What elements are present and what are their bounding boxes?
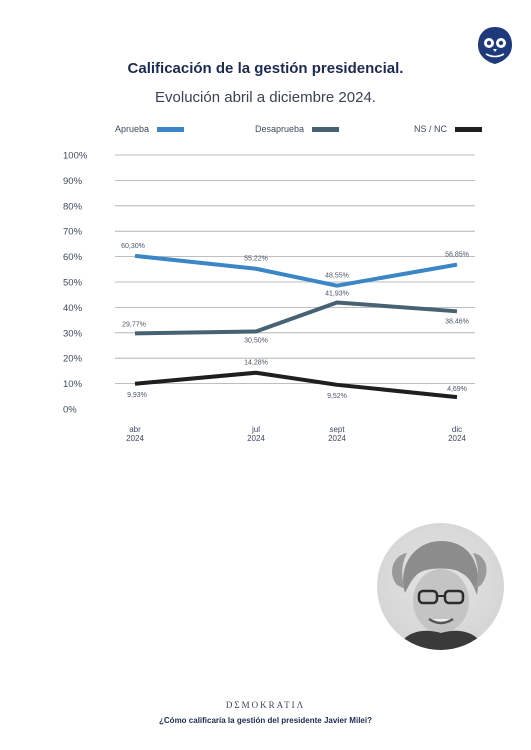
chart-title: Calificación de la gestión presidencial. <box>127 60 404 77</box>
legend-nsnc: NS / NC <box>414 124 483 134</box>
x-tick-label: dic <box>452 425 462 434</box>
y-tick-label: 90% <box>63 176 83 187</box>
survey-question: ¿Cómo calificaría la gestión del preside… <box>159 716 372 725</box>
y-tick-label: 0% <box>63 405 77 416</box>
owl-logo-icon <box>478 27 512 64</box>
data-label: 9,93% <box>127 392 147 399</box>
data-label: 4,69% <box>447 386 467 393</box>
data-label: 56,85% <box>445 252 469 259</box>
legend-desaprueba: Desaprueba <box>255 124 340 134</box>
y-tick-label: 60% <box>63 252 83 263</box>
y-tick-label: 80% <box>63 201 83 212</box>
y-tick-label: 100% <box>63 151 88 162</box>
y-tick-label: 20% <box>63 354 83 365</box>
data-label: 48,55% <box>325 273 349 280</box>
president-portrait <box>377 523 504 650</box>
series-line-nsnc <box>134 370 458 400</box>
data-label: 29,77% <box>122 321 146 328</box>
data-label: 14,28% <box>244 360 268 367</box>
y-tick-label: 50% <box>63 278 83 289</box>
data-label: 9,52% <box>327 393 347 400</box>
y-tick-label: 40% <box>63 303 83 314</box>
x-tick-label: 2024 <box>328 434 346 443</box>
y-tick-label: 70% <box>63 227 83 238</box>
data-label: 55,22% <box>244 256 268 263</box>
legend-desaprueba-label: Desaprueba <box>255 124 305 134</box>
data-label: 41,93% <box>325 290 349 297</box>
chart-subtitle: Evolución abril a diciembre 2024. <box>155 89 376 106</box>
data-label: 60,30% <box>121 243 145 250</box>
legend-aprueba: Aprueba <box>115 124 185 134</box>
x-tick-label: sept <box>329 425 345 434</box>
legend-desaprueba-swatch <box>312 126 340 132</box>
x-tick-label: 2024 <box>448 434 466 443</box>
series-line-desaprueba <box>134 300 458 336</box>
data-label: 30,50% <box>244 338 268 345</box>
y-tick-label: 30% <box>63 328 83 339</box>
x-tick-label: 2024 <box>247 434 265 443</box>
line-chart: 100%90%80%70%60%50%40%30%20%10%0%abr2024… <box>63 151 475 443</box>
brand-name: DΣMOKRATIΛ <box>225 700 306 710</box>
x-tick-label: abr <box>129 425 141 434</box>
x-tick-label: 2024 <box>126 434 144 443</box>
legend-aprueba-label: Aprueba <box>115 124 150 134</box>
x-tick-label: jul <box>251 425 260 434</box>
data-label: 38,46% <box>445 318 469 325</box>
series-line-aprueba <box>134 253 458 288</box>
y-tick-label: 10% <box>63 379 83 390</box>
legend-aprueba-swatch <box>157 126 185 132</box>
legend-nsnc-label: NS / NC <box>414 124 448 134</box>
legend-nsnc-swatch <box>455 126 483 132</box>
